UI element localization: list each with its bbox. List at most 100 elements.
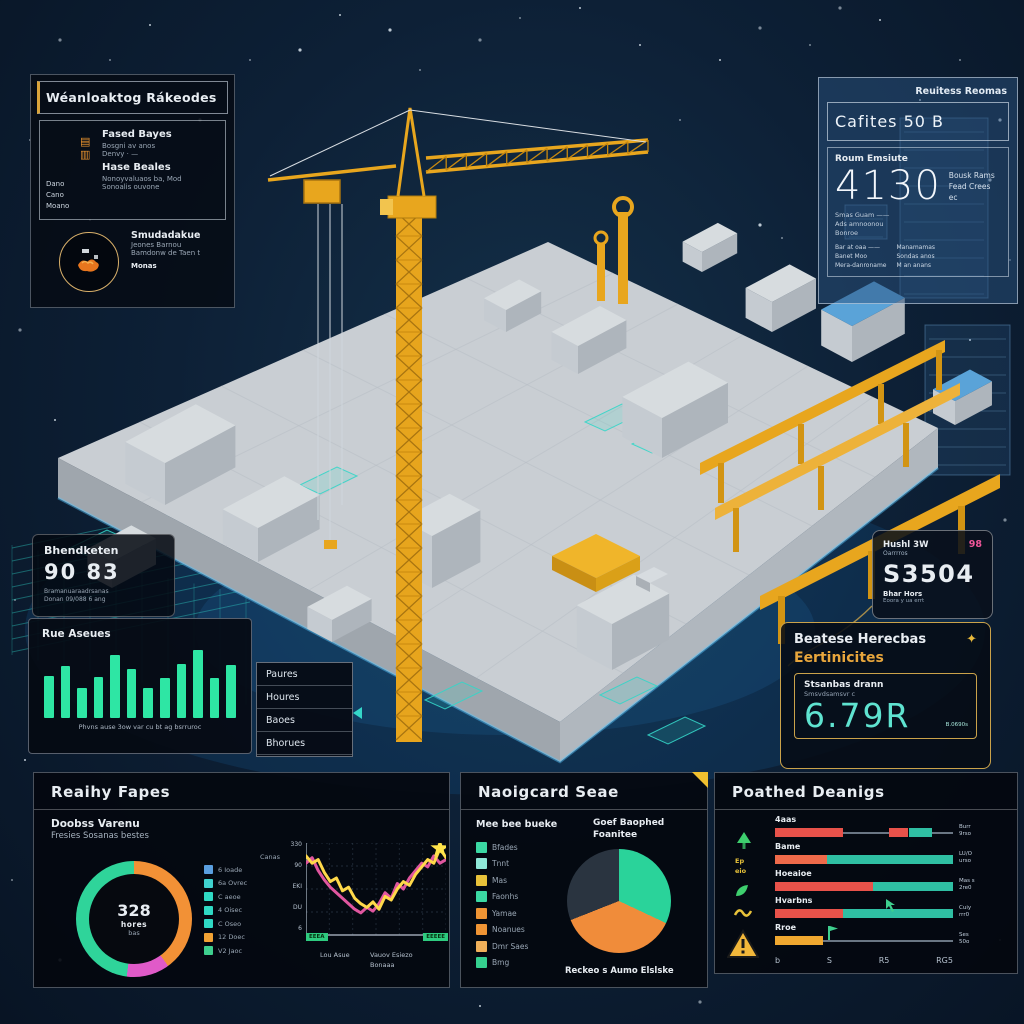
progress-segment bbox=[775, 882, 873, 891]
progress-segment bbox=[872, 882, 953, 891]
icon-label-2: eio bbox=[735, 867, 747, 875]
legend-item: 6 Ioade bbox=[204, 863, 290, 877]
legend-swatch bbox=[476, 924, 487, 936]
star-marker bbox=[430, 843, 446, 857]
progress-row: Hvarbns Cuiy rrr0 bbox=[775, 896, 1005, 923]
legend-label: Tnnt bbox=[492, 859, 510, 869]
list-item[interactable]: Houres bbox=[257, 686, 352, 709]
pie-header-2: Foanitee bbox=[593, 830, 638, 840]
bar bbox=[77, 687, 87, 718]
legend-item: C aeoe bbox=[204, 890, 290, 904]
legend-item: Noanues bbox=[476, 922, 584, 939]
reality-panel: Reaihy Fapes Doobss Varenu Fresies Sosan… bbox=[33, 772, 450, 988]
bar bbox=[209, 678, 220, 718]
pie-legend: Bfades Tnnt Mas Faonhs Yamae Noanues Dmr Saes B… bbox=[476, 839, 584, 971]
legend-header: Mee bee bueke bbox=[476, 819, 558, 830]
axis-tick: b bbox=[775, 956, 781, 965]
progress-row: Rroe Ses 50o bbox=[775, 923, 1005, 950]
progress-row: 4aas Burr 9rso bbox=[775, 815, 1005, 842]
legend-label: Dmr Saes bbox=[492, 941, 529, 951]
line-plot bbox=[306, 843, 446, 936]
resource-list: Paures Houres Baoes Bhorues bbox=[256, 662, 362, 757]
progress-segment bbox=[842, 832, 889, 834]
legend-swatch bbox=[204, 932, 213, 942]
axis-tick: S bbox=[826, 956, 832, 965]
chart-caption-2: Vauov Esiezo bbox=[370, 951, 413, 959]
stat-note: Smas Guam —— bbox=[835, 211, 890, 219]
legend-label: Bmg bbox=[492, 958, 510, 968]
legend-item: Yamae bbox=[476, 905, 584, 922]
legend-item: C Oseo bbox=[204, 917, 290, 931]
panel-subtitle-2: Fresies Sosanas bestes bbox=[51, 831, 149, 841]
legend-swatch bbox=[204, 865, 213, 875]
donut-center-value: 328 bbox=[117, 901, 151, 920]
row-label: Bame bbox=[775, 842, 801, 851]
inner-line: Smsvdsamsvr c bbox=[804, 690, 856, 698]
bar bbox=[93, 676, 104, 718]
legend-swatch bbox=[476, 907, 487, 919]
orange-list-icon: ▤ bbox=[80, 135, 91, 148]
legend-header: Canas bbox=[259, 853, 280, 861]
squiggle-icon bbox=[733, 909, 753, 917]
panel-subtitle: Doobss Varenu bbox=[51, 818, 140, 830]
progress-bars: 4aas Burr 9rso Bame LU/O urso Hoeaioe Mas s 2re0… bbox=[775, 815, 1005, 950]
progress-segment bbox=[908, 828, 932, 837]
bar-chart-panel: Rue Aseues Phvns ause 3ow var cu bt ag b… bbox=[28, 618, 252, 754]
legend-swatch bbox=[476, 874, 487, 886]
info-line: Denvy · — bbox=[102, 150, 139, 158]
progress-segment bbox=[775, 855, 827, 864]
bar bbox=[160, 678, 170, 718]
bar bbox=[226, 665, 236, 718]
stat-column: Bar at oaa —— Banet Moo Mera-danroname bbox=[835, 244, 887, 269]
legend-item: Dmr Saes bbox=[476, 938, 584, 955]
panel-header: Reuitess Reomas bbox=[915, 86, 1007, 97]
stat-note: Bonroe bbox=[835, 229, 859, 237]
star-icon: ✦ bbox=[966, 632, 977, 647]
legend-swatch bbox=[476, 957, 487, 969]
list-item[interactable]: Bhorues bbox=[257, 732, 352, 755]
pie-chart bbox=[567, 849, 671, 953]
progress-segment bbox=[842, 909, 953, 918]
panel-title: Poathed Deanigs bbox=[715, 773, 1017, 810]
stat-value: 4130 bbox=[835, 163, 941, 209]
legend-label: 12 Doec bbox=[218, 933, 245, 942]
stat-column: Manamamas Sondas anos M an anans bbox=[896, 244, 936, 269]
info-line: Nonoyvaluaos ba, Mod bbox=[102, 175, 182, 183]
legend-label: C aeoe bbox=[218, 892, 241, 901]
row-value: Mas s 2re0 bbox=[959, 878, 975, 891]
progress-segment bbox=[823, 940, 953, 942]
status-section: Smudadakue Jeones Barnou Bamdonw de Taen… bbox=[39, 224, 226, 304]
donut-center-sublabel: bas bbox=[128, 929, 140, 937]
progress-segment bbox=[931, 832, 953, 834]
stat-note: Ads amnoonou bbox=[835, 220, 884, 228]
card-line: Eoora y ua errt bbox=[883, 598, 925, 604]
progress-segment bbox=[775, 909, 843, 918]
tree-icon bbox=[737, 832, 751, 849]
bar bbox=[110, 654, 120, 718]
pie-header-1: Goef Baophed bbox=[593, 818, 665, 828]
legend-label: Faonhs bbox=[492, 892, 519, 902]
info-subheading: Hase Beales bbox=[102, 162, 171, 173]
metrics-stat-box: Roum Emsiute 4130 Bousk Rams Fead Crees … bbox=[827, 147, 1009, 277]
y-axis-label: 330 bbox=[290, 841, 302, 848]
starfield bbox=[11, 6, 1011, 1007]
stat-card-left: Bhendketen 90 83 Bramanuaraadrsanas Dona… bbox=[32, 534, 175, 617]
bar bbox=[44, 676, 54, 718]
list-item[interactable]: Paures bbox=[257, 663, 352, 686]
project-info-panel: Wéanloaktog Rákeodes ▤ ▥ Fased Bayes Bosg… bbox=[30, 74, 235, 308]
panel-title: Wéanloaktog Rákeodes bbox=[37, 81, 228, 114]
info-heading: Fased Bayes bbox=[102, 129, 172, 140]
donut-center-label: hores bbox=[120, 920, 148, 929]
certificates-panel: Beatese Herecbas ✦ Eertinicites Stsanbas… bbox=[780, 622, 991, 769]
legend-swatch bbox=[204, 905, 213, 915]
leaf-icon bbox=[736, 885, 748, 896]
legend-swatch bbox=[476, 841, 487, 853]
list-item[interactable]: Baoes bbox=[257, 709, 352, 732]
row-label: Hoeaioe bbox=[775, 869, 812, 878]
certificate-value-box: Stsanbas drann Smsvdsamsvr c 6.79R B.069… bbox=[794, 673, 977, 739]
legend-swatch bbox=[204, 878, 213, 888]
side-label: Dano bbox=[46, 180, 65, 188]
legend-item: Tnnt bbox=[476, 856, 584, 873]
card-line: Bramanuaraadrsanas bbox=[44, 588, 109, 595]
